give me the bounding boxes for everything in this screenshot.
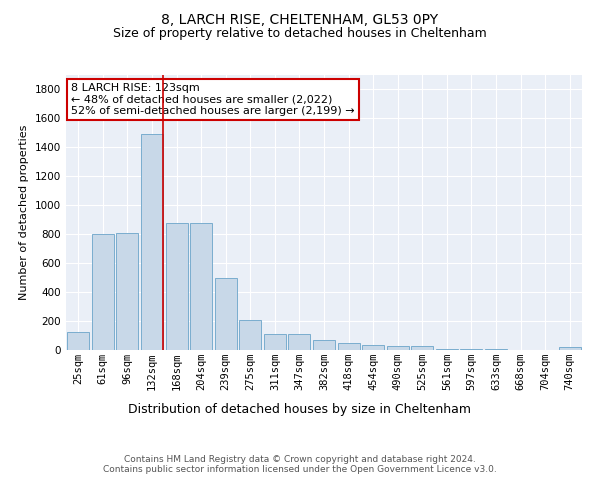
Y-axis label: Number of detached properties: Number of detached properties (19, 125, 29, 300)
Text: 8, LARCH RISE, CHELTENHAM, GL53 0PY: 8, LARCH RISE, CHELTENHAM, GL53 0PY (161, 12, 439, 26)
Bar (559, 348, 581, 350)
Bar (411, 346, 433, 350)
Bar (239, 320, 262, 350)
Bar (92, 234, 114, 350)
Bar (460, 349, 482, 350)
Bar (190, 224, 212, 350)
Bar (141, 134, 163, 350)
Text: Contains HM Land Registry data © Crown copyright and database right 2024.
Contai: Contains HM Land Registry data © Crown c… (103, 455, 497, 474)
Bar (67, 332, 89, 350)
Text: Size of property relative to detached houses in Cheltenham: Size of property relative to detached ho… (113, 28, 487, 40)
Bar (289, 334, 310, 350)
Text: 8 LARCH RISE: 123sqm
← 48% of detached houses are smaller (2,022)
52% of semi-de: 8 LARCH RISE: 123sqm ← 48% of detached h… (71, 83, 355, 116)
Bar (166, 222, 188, 350)
Bar (116, 233, 139, 350)
Bar (338, 343, 359, 350)
Bar (313, 340, 335, 350)
Bar (264, 334, 286, 350)
Bar (386, 346, 409, 350)
Text: Distribution of detached houses by size in Cheltenham: Distribution of detached houses by size … (128, 402, 472, 415)
Bar (215, 278, 237, 350)
Bar (436, 348, 458, 350)
Bar (362, 345, 384, 350)
